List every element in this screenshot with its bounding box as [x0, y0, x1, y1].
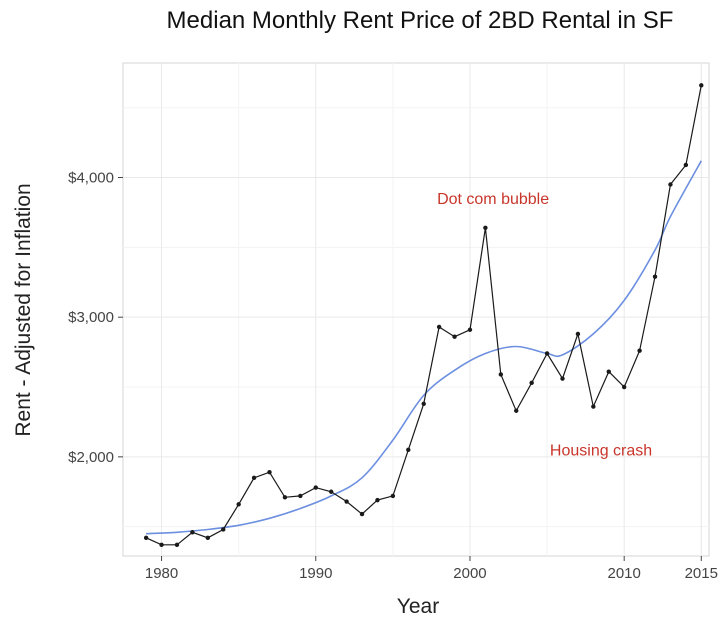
- data-point: [621, 384, 627, 390]
- data-point: [683, 162, 689, 168]
- data-point: [390, 493, 396, 499]
- data-point: [514, 408, 519, 413]
- x-tick-label: 2015: [685, 565, 718, 582]
- data-point: [436, 324, 442, 330]
- data-point: [483, 225, 488, 230]
- data-point: [359, 511, 365, 517]
- data-point: [313, 485, 318, 490]
- data-point: [174, 542, 180, 548]
- data-point: [298, 493, 303, 499]
- series-layer: [143, 83, 704, 548]
- annotation-label: Housing crash: [550, 442, 652, 459]
- data-point: [344, 499, 349, 504]
- grid-lines: [123, 63, 709, 556]
- data-point: [637, 348, 642, 353]
- data-point: [328, 489, 334, 494]
- x-tick-label: 2010: [607, 565, 640, 582]
- data-point: [591, 404, 596, 409]
- chart-title: Median Monthly Rent Price of 2BD Rental …: [167, 7, 674, 34]
- data-point: [575, 331, 581, 337]
- data-point: [544, 351, 550, 356]
- x-axis-title: Year: [397, 595, 439, 618]
- data-point: [699, 83, 704, 88]
- data-point: [282, 495, 288, 500]
- data-point: [652, 274, 658, 279]
- data-point: [236, 502, 241, 507]
- data-point: [498, 372, 504, 377]
- trend-line: [146, 160, 702, 535]
- x-tick-label: 1990: [299, 565, 332, 582]
- data-point: [606, 369, 611, 374]
- plot-panel: [122, 62, 710, 557]
- data-point: [560, 376, 565, 381]
- y-tick-label: $2,000: [68, 449, 114, 466]
- data-point: [190, 530, 195, 535]
- data-point: [467, 327, 473, 332]
- y-tick-label: $4,000: [68, 170, 114, 187]
- x-tick-label: 1980: [145, 565, 178, 582]
- data-point: [251, 475, 257, 480]
- data-point: [159, 542, 164, 548]
- data-point: [205, 535, 211, 541]
- annotation-label: Dot com bubble: [437, 191, 549, 208]
- data-point: [267, 470, 272, 475]
- data-point: [406, 447, 411, 453]
- data-point: [143, 535, 149, 541]
- data-point: [375, 497, 380, 503]
- x-tick-label: 2000: [453, 565, 486, 582]
- data-point: [421, 401, 426, 406]
- data-point: [452, 334, 457, 339]
- data-point: [221, 527, 226, 532]
- axis-ticks: 1980 1990 2000 2010 2015 $2,000 $3,000 $4,000: [68, 170, 718, 582]
- y-tick-label: $3,000: [68, 309, 114, 326]
- annotations: Dot com bubble Housing crash: [437, 191, 652, 459]
- data-point: [668, 182, 673, 187]
- data-point: [529, 380, 534, 386]
- y-axis-title: Rent - Adjusted for Inflation: [12, 183, 35, 436]
